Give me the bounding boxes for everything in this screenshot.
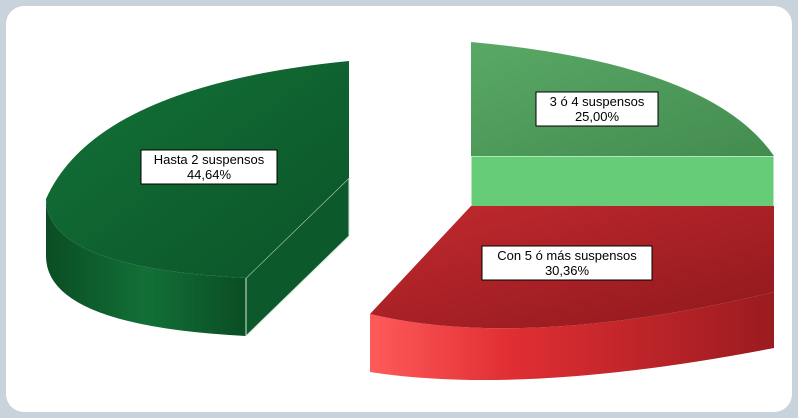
data-label-hasta-2: Hasta 2 suspensos 44,64% — [140, 149, 278, 185]
pie-slice-hasta-2 — [46, 61, 350, 338]
pie-slice-hasta-2-side — [46, 199, 246, 336]
pie-slice-5-mas-side — [370, 292, 774, 380]
data-label-hasta-2-value: 44,64% — [187, 167, 232, 182]
data-label-5-mas-value: 30,36% — [545, 263, 590, 278]
chart-panel: Hasta 2 suspensos 44,64% 3 ó 4 suspensos… — [6, 6, 792, 412]
data-label-5-mas: Con 5 ó más suspensos 30,36% — [481, 245, 653, 281]
pie-chart: Hasta 2 suspensos 44,64% 3 ó 4 suspensos… — [46, 42, 775, 380]
data-label-3-4: 3 ó 4 suspensos 25,00% — [535, 91, 659, 127]
data-label-3-4-value: 25,00% — [575, 109, 620, 124]
data-label-3-4-name: 3 ó 4 suspensos — [550, 94, 645, 109]
pie-slice-5-mas — [370, 206, 774, 380]
pie-slice-3-4-side — [470, 155, 775, 209]
data-label-5-mas-name: Con 5 ó más suspensos — [497, 248, 637, 263]
data-label-hasta-2-name: Hasta 2 suspensos — [154, 152, 265, 167]
